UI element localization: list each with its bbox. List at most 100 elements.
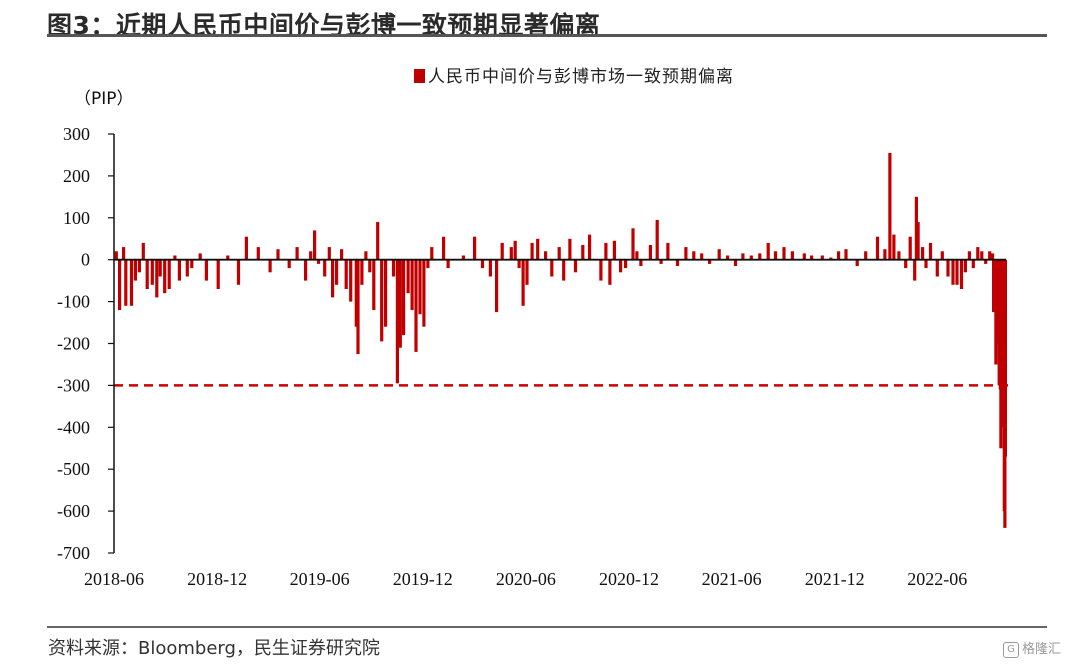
- y-tick-label: -500: [57, 459, 90, 479]
- x-tick-label: 2021-06: [702, 569, 762, 589]
- bar: [924, 259, 928, 269]
- bar: [133, 259, 137, 281]
- bar: [733, 259, 738, 266]
- bar: [173, 255, 177, 260]
- watermark: G 格隆汇: [1003, 638, 1061, 658]
- bar: [509, 247, 513, 260]
- bar: [648, 245, 652, 260]
- bar: [573, 259, 578, 273]
- bar: [141, 242, 145, 260]
- y-tick-label: 100: [63, 208, 90, 228]
- bar: [782, 247, 786, 260]
- bar: [550, 259, 554, 277]
- bar: [635, 251, 639, 260]
- bar: [360, 259, 364, 285]
- bar: [395, 259, 399, 384]
- x-tick-label: 2019-12: [393, 569, 453, 589]
- watermark-text: 格隆汇: [1022, 642, 1062, 657]
- bar: [988, 251, 992, 260]
- bar: [619, 259, 623, 273]
- bar: [655, 219, 659, 260]
- bar: [913, 259, 917, 281]
- bar: [844, 249, 848, 260]
- bar: [323, 259, 327, 277]
- bar: [426, 259, 430, 269]
- bar: [525, 259, 529, 285]
- bar: [372, 259, 376, 310]
- y-tick-label: -200: [57, 334, 90, 354]
- y-axis-unit-label: （PIP）: [74, 89, 134, 109]
- bar: [364, 251, 368, 260]
- watermark-logo-icon: G: [1003, 641, 1019, 658]
- bar: [837, 251, 841, 260]
- bar: [802, 253, 806, 260]
- bar: [391, 259, 396, 277]
- bar: [864, 251, 868, 260]
- bar: [198, 253, 202, 260]
- bar: [422, 259, 426, 327]
- bar: [304, 259, 308, 281]
- bar: [430, 247, 434, 260]
- bar: [855, 259, 859, 266]
- bar: [544, 251, 548, 260]
- bar: [137, 259, 141, 273]
- bar: [955, 259, 959, 285]
- bar: [244, 236, 248, 260]
- bar: [295, 247, 299, 260]
- bar: [480, 259, 485, 269]
- bar: [167, 259, 171, 289]
- bar: [344, 259, 348, 289]
- bar: [368, 259, 372, 273]
- bar: [488, 259, 492, 277]
- bar: [236, 259, 241, 285]
- bar: [916, 222, 920, 260]
- bar: [268, 259, 272, 273]
- bar: [608, 259, 612, 285]
- bar: [500, 242, 504, 260]
- bar: [517, 259, 521, 269]
- bar: [226, 255, 230, 260]
- bar: [984, 259, 988, 264]
- bar: [624, 259, 628, 269]
- bar: [557, 247, 561, 260]
- y-tick-label: -600: [57, 501, 90, 521]
- bar: [999, 259, 1004, 407]
- bar: [356, 259, 360, 354]
- bar: [204, 259, 208, 281]
- bar: [659, 259, 663, 264]
- bar: [700, 253, 704, 260]
- bar: [599, 259, 603, 281]
- bar: [708, 259, 712, 264]
- bar: [810, 255, 814, 260]
- bar: [976, 247, 980, 260]
- x-tick-label: 2020-12: [599, 569, 659, 589]
- bar: [309, 251, 313, 260]
- bar: [604, 242, 608, 260]
- bar: [990, 253, 995, 260]
- title-rule: [47, 34, 1047, 37]
- bar: [766, 242, 770, 260]
- bar: [513, 240, 517, 260]
- bar: [928, 242, 933, 260]
- bar: [155, 259, 159, 298]
- bar: [639, 259, 643, 266]
- x-tick-label: 2018-12: [187, 569, 247, 589]
- bar: [995, 259, 1000, 344]
- bar: [904, 259, 908, 269]
- bar: [536, 238, 540, 260]
- bar: [908, 236, 912, 260]
- bar: [129, 259, 134, 306]
- bar: [327, 247, 331, 260]
- bar: [883, 249, 887, 260]
- source-rule: [47, 626, 1047, 628]
- bars-layer: [114, 152, 1007, 528]
- bar: [726, 255, 730, 260]
- legend: 人民币中间价与彭博市场一致预期偏离: [414, 67, 733, 87]
- bar: [773, 251, 778, 260]
- bar: [495, 259, 499, 313]
- bar: [354, 259, 358, 327]
- bar: [675, 259, 680, 266]
- bar: [829, 257, 833, 260]
- bar: [888, 152, 892, 260]
- x-tick-label: 2020-06: [496, 569, 556, 589]
